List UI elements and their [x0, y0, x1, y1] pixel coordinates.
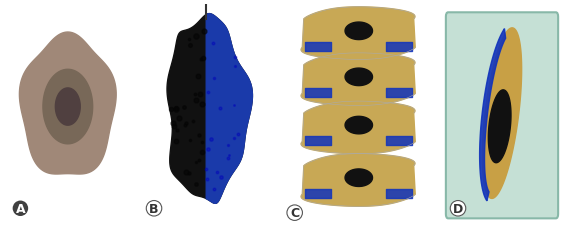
Polygon shape: [483, 29, 521, 198]
Text: C: C: [290, 206, 299, 219]
Polygon shape: [488, 90, 511, 163]
Polygon shape: [55, 88, 80, 126]
Polygon shape: [480, 29, 506, 201]
Text: D: D: [453, 202, 463, 215]
Polygon shape: [301, 8, 415, 60]
Polygon shape: [301, 102, 415, 154]
Polygon shape: [167, 15, 253, 203]
Polygon shape: [345, 23, 372, 40]
FancyBboxPatch shape: [446, 13, 558, 218]
Polygon shape: [345, 69, 372, 86]
Polygon shape: [206, 15, 253, 203]
Polygon shape: [345, 117, 372, 134]
Polygon shape: [19, 33, 116, 174]
Polygon shape: [345, 169, 372, 187]
Text: B: B: [149, 202, 159, 215]
Polygon shape: [301, 54, 415, 106]
Polygon shape: [301, 154, 415, 206]
Text: A: A: [16, 202, 25, 215]
Polygon shape: [43, 70, 93, 144]
